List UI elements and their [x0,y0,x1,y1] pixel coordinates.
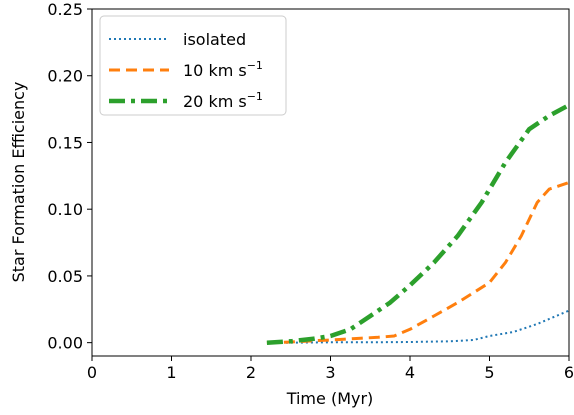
legend-box [99,15,287,116]
series-line-1 [266,181,570,345]
legend-label-2: 20 km s−1 [183,90,263,111]
y-tick-label: 0.05 [47,267,83,286]
y-tick-label: 0.00 [47,334,83,353]
legend-label-main: isolated [183,30,246,49]
series-line-2 [266,103,571,345]
x-axis: 0 1 2 3 4 5 6 [87,356,574,382]
x-tick-label: 1 [166,363,176,382]
series-line-0 [270,309,570,344]
legend-label-superscript: −1 [247,90,263,103]
x-axis-label: Time (Myr) [286,389,374,408]
y-tick-label: 0.15 [47,133,83,152]
x-tick-label: 3 [325,363,335,382]
x-tick-label: 6 [564,363,574,382]
x-tick-label: 4 [405,363,415,382]
y-tick-label: 0.10 [47,200,83,219]
legend-label-main: 20 km s [183,92,247,111]
legend-label-1: 10 km s−1 [183,59,263,80]
y-axis-label: Star Formation Efficiency [9,82,28,283]
y-tick-label: 0.25 [47,0,83,19]
series-layer [266,103,571,345]
x-tick-label: 5 [484,363,494,382]
legend-label-0: isolated [183,30,246,49]
plot-area: 0 1 2 3 4 5 6 0.00 0.05 0.10 0.15 0.20 0.25 [47,0,574,382]
x-tick-label: 0 [87,363,97,382]
y-tick-label: 0.20 [47,67,83,86]
legend-label-main: 10 km s [183,61,247,80]
x-tick-label: 2 [246,363,256,382]
y-axis: 0.00 0.05 0.10 0.15 0.20 0.25 [47,0,92,353]
legend-label-superscript: −1 [247,59,263,72]
